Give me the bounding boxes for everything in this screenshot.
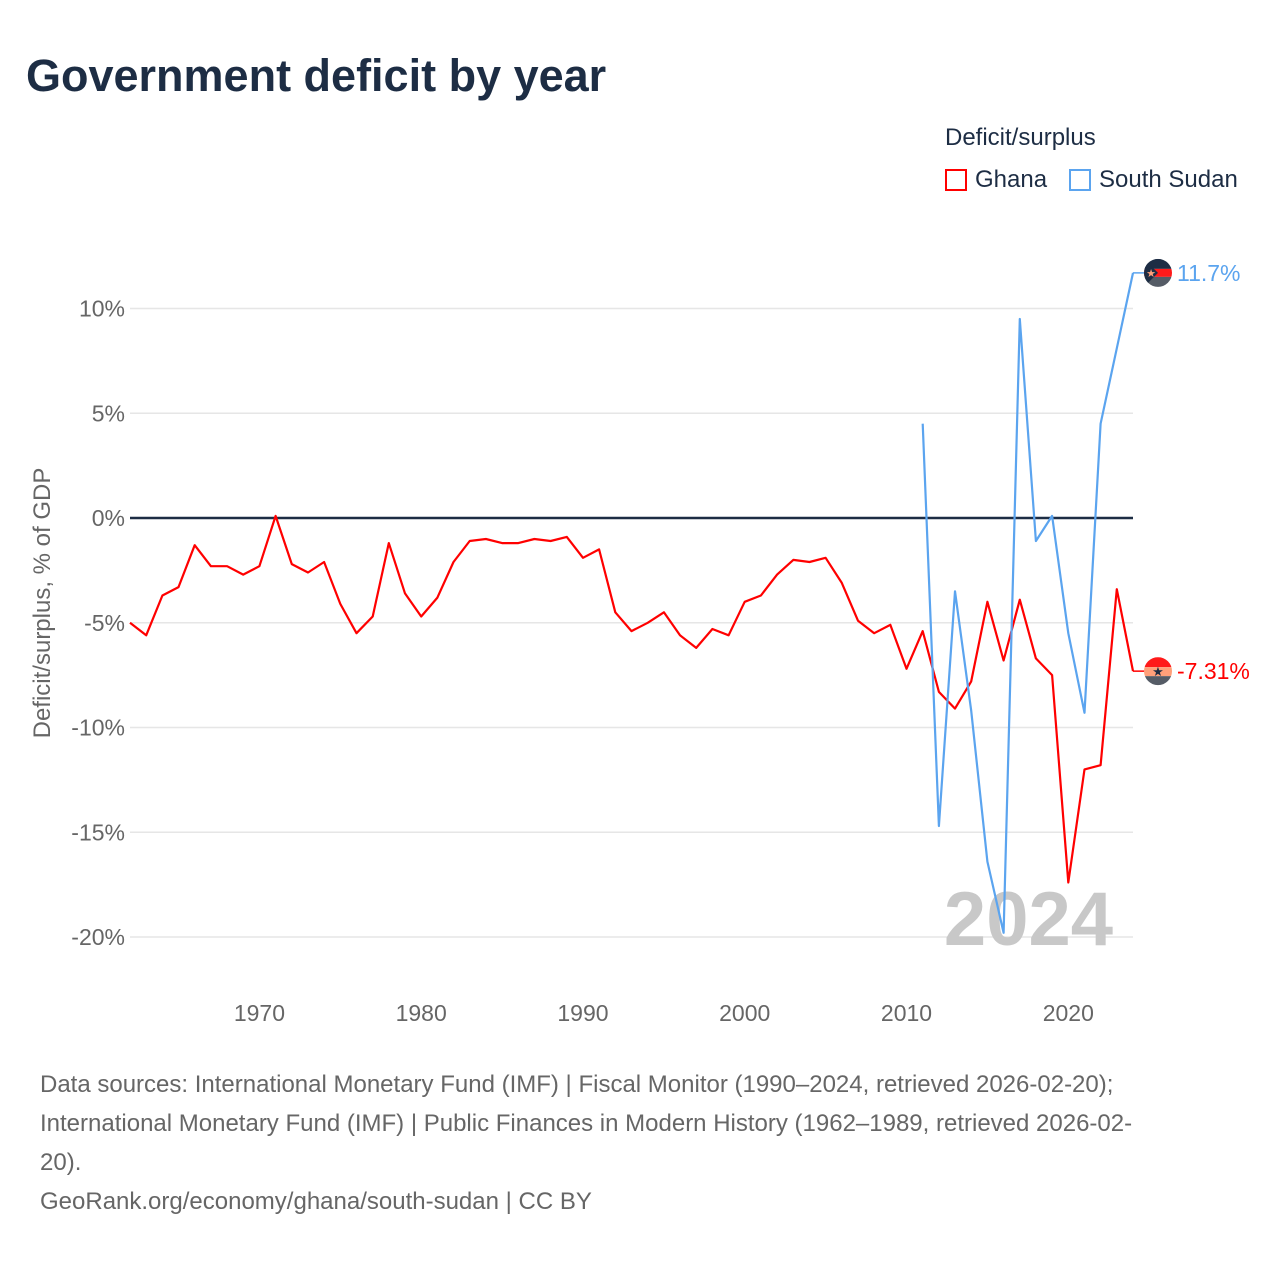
legend-title: Deficit/surplus — [945, 124, 1096, 151]
legend-item-south-sudan[interactable]: South Sudan — [1069, 166, 1238, 194]
source-line: 20). — [40, 1149, 82, 1176]
source-line: International Monetary Fund (IMF) | Publ… — [40, 1110, 1133, 1137]
y-tick-label: 5% — [92, 400, 125, 426]
y-tick-label: -20% — [71, 924, 125, 950]
legend-label: Ghana — [975, 166, 1048, 193]
x-tick-label: 2010 — [881, 1000, 932, 1026]
y-axis-label: Deficit/surplus, % of GDP — [29, 468, 56, 739]
svg-text:★: ★ — [1152, 664, 1164, 679]
x-tick-label: 2020 — [1043, 1000, 1094, 1026]
ghana-flag-icon: ★ — [1144, 657, 1172, 686]
end-value-label: 11.7% — [1177, 260, 1241, 286]
source-link[interactable]: GeoRank.org/economy/ghana/south-sudan | … — [40, 1188, 592, 1215]
series-line-ghana[interactable] — [129, 514, 1135, 884]
x-tick-label: 1970 — [234, 1000, 285, 1026]
south-sudan-flag-icon: ★ — [1144, 258, 1172, 287]
watermark-year: 2024 — [944, 877, 1113, 962]
y-tick-label: -10% — [71, 715, 125, 741]
source-line: Data sources: International Monetary Fun… — [40, 1071, 1114, 1098]
x-tick-label: 1980 — [396, 1000, 447, 1026]
legend-label: South Sudan — [1099, 166, 1238, 193]
chart-title: Government deficit by year — [26, 50, 607, 101]
y-tick-label: -15% — [71, 819, 125, 845]
legend-item-ghana[interactable]: Ghana — [945, 166, 1047, 194]
svg-text:★: ★ — [1146, 268, 1156, 280]
y-tick-label: 10% — [79, 296, 125, 322]
y-tick-label: -5% — [84, 610, 125, 636]
series-line-south-sudan[interactable] — [921, 272, 1135, 934]
legend-swatch — [945, 169, 967, 191]
x-tick-label: 1990 — [557, 1000, 608, 1026]
end-value-label: -7.31% — [1177, 658, 1250, 684]
legend-swatch — [1069, 169, 1091, 191]
x-tick-label: 2000 — [719, 1000, 770, 1026]
y-tick-label: 0% — [92, 505, 125, 531]
